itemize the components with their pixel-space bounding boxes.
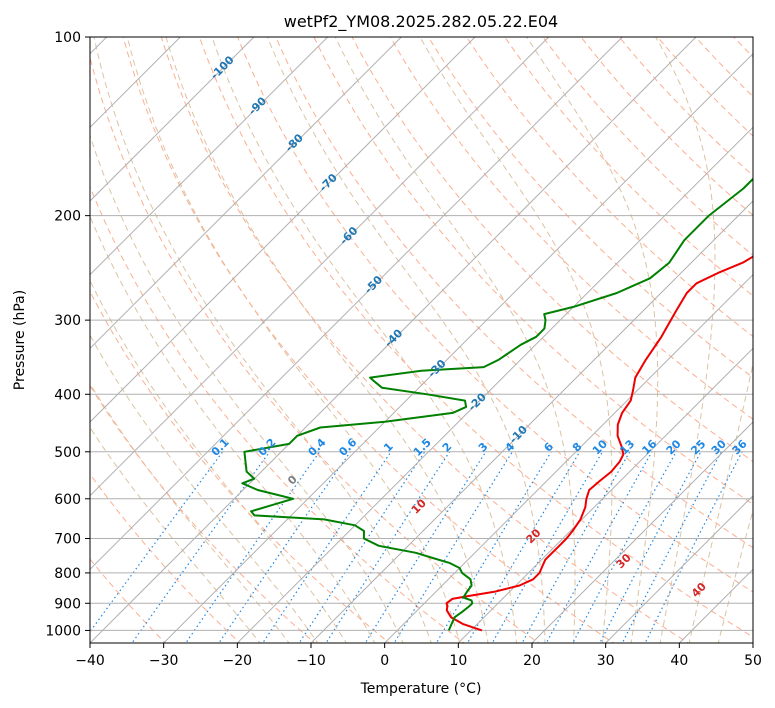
y-tick-label: 100 [54, 30, 81, 46]
x-tick-label: −30 [149, 653, 179, 669]
x-tick-label: 20 [523, 653, 541, 669]
series-lines [241, 177, 753, 632]
y-tick-label: 300 [54, 313, 81, 329]
x-axis: −40 −30 −20 −10 0 10 20 30 40 50 [75, 643, 762, 669]
isotherm-line [604, 494, 753, 643]
isotherms [90, 37, 753, 643]
isotherm-line [90, 37, 255, 202]
x-tick-label: 0 [380, 653, 389, 669]
dry-adiabat-line [237, 37, 753, 593]
x-tick-label: 50 [744, 653, 762, 669]
isobars [90, 37, 753, 631]
y-tick-label: 800 [54, 566, 81, 582]
dry-adiabat-line [504, 37, 753, 297]
dry-adiabat-line [275, 37, 753, 549]
isotherm-line [310, 200, 753, 643]
y-tick-label: 700 [54, 532, 81, 548]
isotherm-line [236, 126, 753, 643]
x-tick-label: 30 [597, 653, 615, 669]
isotherm-line [162, 52, 753, 643]
isotherm-line [90, 37, 697, 643]
chart-title: wetPf2_YM08.2025.282.05.22.E04 [284, 12, 558, 32]
mixing-ratio-line [644, 451, 743, 643]
x-tick-label: −20 [223, 653, 253, 669]
isotherm-line [383, 273, 753, 643]
isotherm-line [90, 37, 476, 423]
x-tick-label: −40 [75, 653, 105, 669]
dewpoint-line [241, 177, 753, 631]
y-tick-label: 1000 [45, 623, 81, 639]
x-tick-label: 10 [449, 653, 467, 669]
dry-adiabat-line [90, 185, 465, 643]
isotherm-line [531, 421, 753, 643]
x-tick-label: 40 [670, 653, 688, 669]
y-tick-label: 500 [54, 445, 81, 461]
mixing-ratio-line [521, 451, 631, 643]
y-tick-label: 200 [54, 209, 81, 225]
x-tick-label: −10 [296, 653, 326, 669]
y-tick-label: 900 [54, 596, 81, 612]
mixing-ratio-line [298, 451, 426, 643]
mixing-ratio-line [218, 451, 351, 643]
isotherm-line [90, 37, 182, 129]
mixing-ratio-line [325, 451, 451, 643]
y-tick-label: 400 [54, 387, 81, 403]
mixing-ratio-line [393, 451, 513, 643]
isotherm-line [90, 37, 624, 571]
y-tick-label: 600 [54, 492, 81, 508]
plot-area: -100-90-80-70-60-50-40-30-20-100.1 0.2 0.4… [90, 37, 753, 643]
plot-frame [89, 36, 754, 644]
isotherm-line [90, 37, 403, 350]
mixing-ratio-line [435, 451, 552, 643]
y-axis-label: Pressure (hPa) [12, 290, 28, 390]
x-axis-label: Temperature (°C) [360, 681, 482, 697]
isotherm-line [90, 37, 550, 497]
temperature-line [445, 255, 753, 632]
moist-adiabat-line [90, 215, 376, 643]
dry-adiabat-line [313, 37, 753, 505]
isotherm-line [90, 37, 329, 276]
y-axis: 100 200 300 400 500 600 700 800 900 1000 [45, 30, 90, 639]
isotherm-line [457, 347, 753, 643]
mixing-ratio-line [90, 451, 224, 633]
